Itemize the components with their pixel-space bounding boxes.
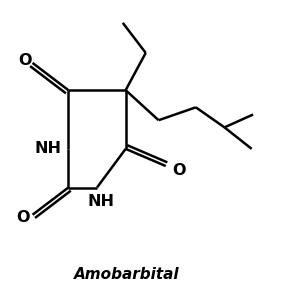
Text: O: O	[18, 53, 31, 67]
Text: O: O	[16, 210, 29, 225]
Text: NH: NH	[88, 194, 115, 209]
Text: O: O	[172, 163, 185, 178]
Text: Amobarbital: Amobarbital	[74, 267, 180, 282]
Text: NH: NH	[35, 141, 62, 156]
